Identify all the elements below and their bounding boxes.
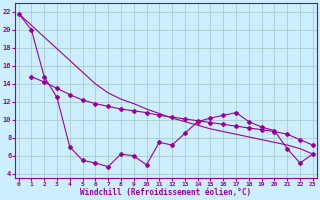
X-axis label: Windchill (Refroidissement éolien,°C): Windchill (Refroidissement éolien,°C) (80, 188, 251, 197)
